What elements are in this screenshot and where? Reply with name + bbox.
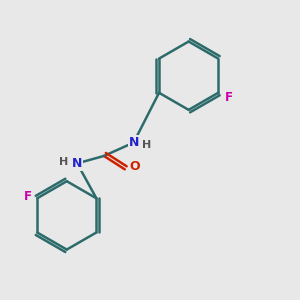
Text: F: F <box>224 92 232 104</box>
Text: H: H <box>142 140 152 150</box>
Text: H: H <box>59 157 68 167</box>
Text: N: N <box>128 136 139 149</box>
Text: O: O <box>129 160 140 173</box>
Text: N: N <box>72 157 83 170</box>
Text: F: F <box>24 190 32 203</box>
